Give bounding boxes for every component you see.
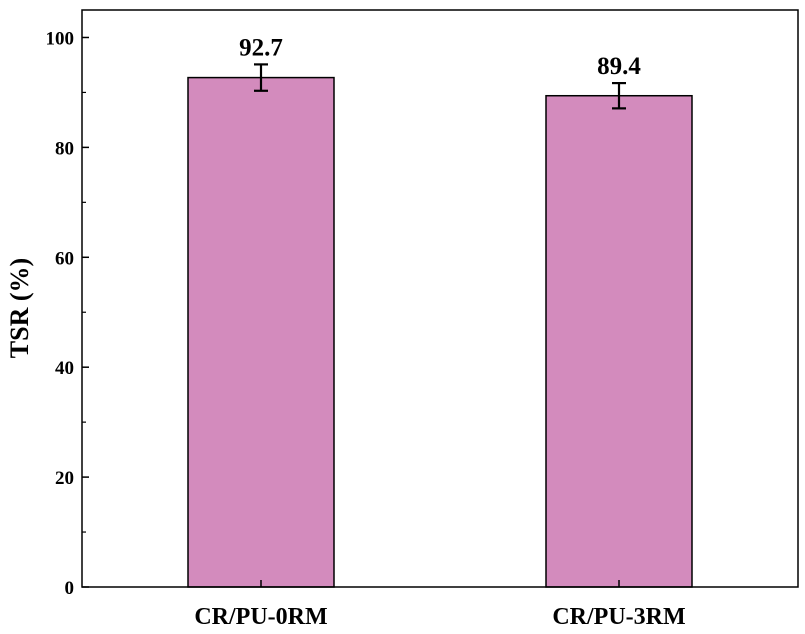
y-tick-label-3: 60 [55,248,74,269]
y-tick-label-5: 100 [46,28,75,49]
y-tick-label-0: 0 [65,578,75,599]
x-tick-label-1: CR/PU-3RM [552,604,685,630]
y-tick-label-2: 40 [55,358,74,379]
plot-area: 92.7 CR/PU-0RM 89.4 CR/PU-3RM 0 20 40 60 80 100 [46,9,799,630]
bar-1 [545,94,693,588]
y-axis-label: TSR (%) [5,258,34,358]
y-tick-label-4: 80 [55,138,74,159]
bar-0 [187,76,335,588]
data-label-0: 92.7 [239,34,283,61]
data-label-1: 89.4 [597,53,641,80]
y-tick-label-1: 20 [55,468,74,489]
plot-frame [81,9,799,588]
x-tick-label-0: CR/PU-0RM [194,604,327,630]
